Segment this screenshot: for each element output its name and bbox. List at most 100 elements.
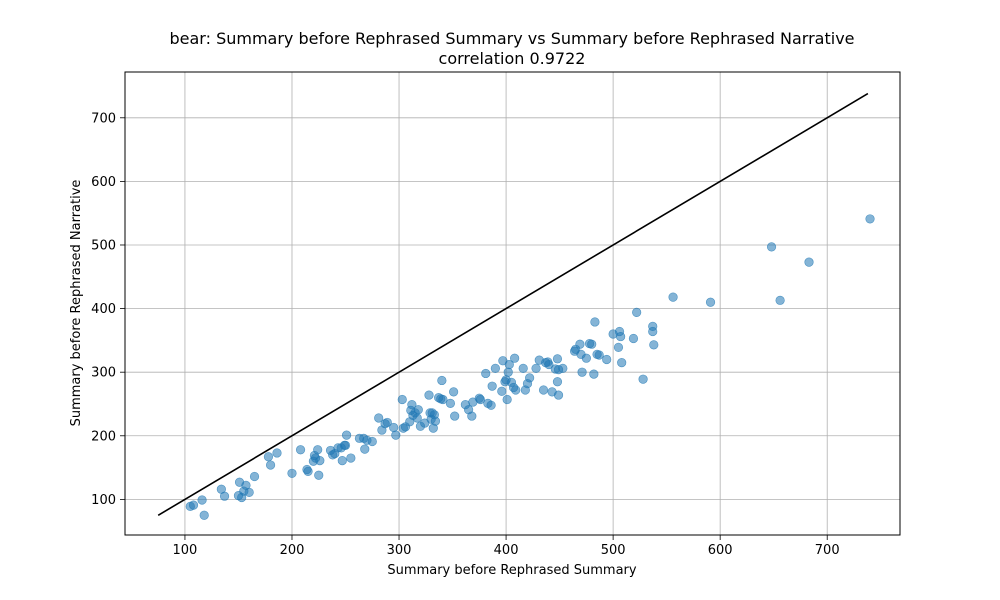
data-point (577, 367, 587, 377)
x-tick-label: 100 (173, 543, 198, 558)
reference-line-group (157, 92, 869, 516)
data-point (391, 430, 401, 440)
plot-frame (124, 71, 901, 536)
data-point (668, 292, 678, 302)
data-point (544, 359, 554, 370)
data-point (382, 417, 392, 428)
data-point (865, 214, 875, 224)
data-point (263, 452, 274, 462)
data-point (445, 398, 456, 408)
data-point (616, 331, 626, 342)
data-point (413, 405, 423, 415)
data-point (648, 326, 658, 337)
data-point (199, 510, 209, 520)
data-point (632, 307, 642, 318)
x-axis-label: Summary before Rephrased Summary (387, 563, 636, 578)
data-point (766, 242, 777, 252)
data-point (510, 353, 520, 363)
data-point (518, 363, 528, 373)
data-point (360, 444, 370, 454)
data-point (558, 363, 568, 373)
data-point (450, 411, 460, 421)
data-point (219, 491, 230, 501)
data-point (775, 295, 785, 305)
data-point (531, 363, 541, 373)
data-point (374, 413, 384, 423)
data-point (511, 385, 521, 395)
data-point (487, 381, 497, 391)
data-point (314, 470, 324, 480)
data-point (412, 413, 422, 423)
y-axis-ticks: 100 200 300 400 500 600 700 (91, 111, 125, 508)
x-axis-ticks: 100 200 300 400 500 600 700 (173, 535, 840, 558)
data-point (502, 394, 512, 405)
data-point (628, 333, 639, 344)
data-point (475, 394, 485, 405)
identity-reference-line (157, 92, 869, 516)
data-point (504, 359, 514, 370)
data-point (430, 416, 441, 426)
data-point (467, 411, 477, 421)
data-point (589, 369, 599, 379)
data-point (617, 358, 627, 368)
data-point (437, 375, 447, 386)
x-tick-label: 400 (494, 543, 519, 558)
chart-title: bear: Summary before Rephrased Summary v… (169, 29, 854, 48)
data-point (538, 385, 549, 395)
data-point (313, 445, 323, 455)
data-point (649, 340, 659, 350)
data-point (407, 400, 417, 410)
data-point (581, 353, 591, 363)
y-tick-label: 300 (91, 366, 116, 381)
y-axis-label: Summary before Rephrased Narrative (69, 180, 84, 427)
grid-lines (125, 72, 900, 535)
data-point (525, 373, 535, 383)
y-tick-label: 600 (91, 175, 116, 190)
data-point (197, 495, 207, 505)
data-point (602, 354, 612, 365)
data-point (490, 363, 500, 373)
data-point (341, 430, 352, 440)
chart-subtitle: correlation 0.9722 (439, 49, 586, 68)
data-point (287, 468, 297, 478)
data-point (587, 339, 597, 349)
scatter-points (185, 214, 875, 520)
x-tick-label: 200 (280, 543, 305, 558)
data-point (594, 350, 604, 360)
data-point (497, 386, 507, 396)
data-point (503, 367, 513, 377)
data-point (552, 354, 563, 364)
data-point (249, 471, 260, 482)
data-point (705, 297, 716, 307)
x-tick-label: 600 (708, 543, 733, 558)
data-point (397, 394, 407, 405)
x-tick-label: 500 (601, 543, 626, 558)
data-point (424, 390, 434, 400)
data-point (337, 455, 347, 466)
data-point (346, 453, 356, 463)
data-point (367, 436, 377, 447)
y-tick-label: 700 (91, 111, 116, 126)
data-point (315, 455, 325, 466)
data-point (481, 368, 491, 379)
x-tick-label: 700 (815, 543, 840, 558)
data-point (575, 339, 585, 349)
data-point (438, 394, 448, 405)
data-point (552, 377, 563, 387)
data-point (389, 422, 399, 433)
x-tick-label: 300 (387, 543, 412, 558)
data-point (303, 466, 313, 477)
data-point (188, 500, 199, 510)
data-point (486, 400, 496, 410)
data-point (244, 487, 254, 497)
y-tick-label: 100 (91, 493, 116, 508)
data-point (449, 387, 459, 397)
data-point (295, 445, 306, 455)
y-tick-label: 500 (91, 238, 116, 253)
data-point (272, 448, 282, 458)
data-point (638, 374, 648, 384)
y-tick-label: 400 (91, 302, 116, 317)
y-tick-label: 200 (91, 429, 116, 444)
